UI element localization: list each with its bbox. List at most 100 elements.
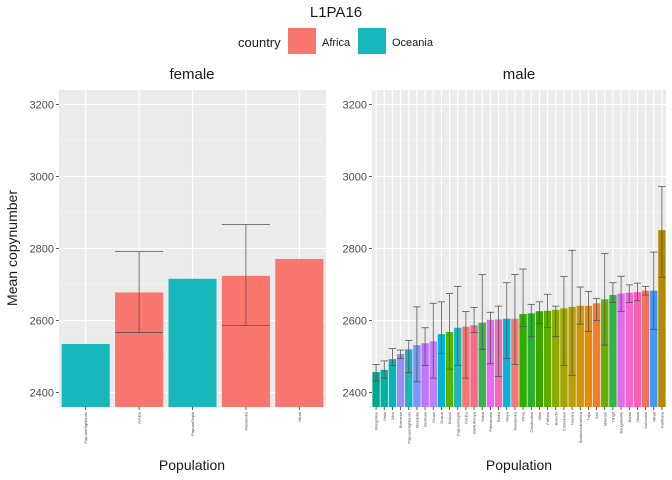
x-tick-label: Yoruba: [463, 411, 468, 424]
errorbar-male-Mala: [380, 360, 388, 379]
strip-label-male: male: [503, 66, 536, 83]
bar-male-Pima: [519, 314, 527, 407]
bar-male-Mbuti: [650, 290, 658, 407]
errorbar-male-Kalash: [445, 293, 454, 370]
x-tick-label: Bougainville: [619, 411, 624, 433]
bar-male-Balochi: [552, 309, 560, 407]
bar-male-Makrani: [601, 299, 609, 407]
x-tick-label: Palestinian: [488, 412, 493, 432]
bar-male-BantuKenya: [470, 325, 478, 407]
bar-male-Dusun: [437, 334, 446, 407]
legend-label-oceania: Oceania: [392, 37, 434, 49]
errorbar-male-Mandenka: [511, 274, 519, 365]
errorbar-male-Bedouin: [421, 327, 429, 366]
bar-male-Cambodian: [527, 313, 535, 407]
errorbar-male-Pima: [519, 268, 527, 328]
errorbar-male-Makrani: [601, 253, 609, 346]
errorbar-male-Bantu: [625, 284, 633, 303]
y-axis-title: Mean copynumber: [4, 190, 20, 306]
errorbar-female-Yoruba: [115, 250, 164, 333]
x-tick-label: PapuanSepik: [190, 412, 195, 436]
errorbar-male-PapuanHighlands: [405, 339, 413, 374]
x-tick-label: Bedouin: [423, 412, 428, 427]
chart-title: L1PA16: [310, 4, 362, 21]
x-tick-label: Yoruba: [137, 411, 142, 424]
errorbar-male-San: [592, 298, 601, 321]
y-tick-label: 3200: [343, 99, 367, 111]
errorbar-male-Yakut: [478, 274, 486, 350]
errorbar-male-Xibo: [388, 348, 397, 366]
x-tick-label: Mbuti: [297, 412, 302, 422]
bar-male-Karitiana: [658, 230, 666, 407]
strip-label-female: female: [169, 66, 214, 83]
x-tick-label: Cambodian: [529, 412, 534, 432]
x-tick-label: Pima: [521, 411, 526, 421]
legend-swatch-oceania: [358, 28, 386, 54]
bar-male-Xibo: [388, 359, 397, 407]
errorbar-male-Tujia: [584, 290, 593, 332]
x-axis-title-male: Population: [486, 457, 552, 473]
x-tick-label: Mozabite: [414, 411, 419, 428]
y-tick-label: 3000: [30, 171, 54, 183]
bar-male-Mala: [380, 369, 388, 407]
x-tick-label: Kalash: [447, 412, 452, 424]
x-tick-label: Yakut: [480, 411, 485, 422]
legend-label-africa: Africa: [322, 37, 351, 49]
errorbar-male-Druze: [429, 302, 437, 379]
y-tick-label: 2800: [343, 244, 367, 256]
errorbar-male-Yoruba: [462, 311, 470, 379]
errorbar-male-PapuanSepik: [454, 285, 462, 366]
x-tick-label: Hazara: [570, 411, 575, 425]
legend-title: country: [238, 35, 281, 50]
y-tick-label: 2400: [30, 388, 54, 400]
x-tick-label: Tlingit: [610, 411, 615, 423]
panel-female: female 2400 2600 2800 3000 3200 PapuanHighla…: [30, 66, 326, 473]
x-tick-label: Balochi: [553, 412, 558, 425]
y-tick-label: 3200: [30, 99, 54, 111]
y-tick-label: 2600: [30, 316, 54, 328]
x-tick-label: Burmese: [398, 411, 403, 428]
x-tick-label: San: [594, 412, 599, 419]
errorbar-male-Burmese: [396, 349, 405, 359]
bar-female-PapuanHighlands: [61, 343, 110, 407]
bar-male-Tlingit: [609, 294, 617, 407]
x-tick-label: Bantu: [627, 412, 632, 422]
bar-male-Masai: [633, 292, 642, 407]
bars-female: [61, 258, 324, 407]
y-tick-label: 3000: [343, 171, 367, 183]
x-tick-label: Tujia: [586, 411, 591, 420]
x-tick-label: Makrani: [602, 412, 607, 426]
errorbar-male-Colombian: [560, 276, 568, 366]
bar-male-Bedouin: [421, 343, 429, 407]
errorbar-male-Saharawi: [641, 285, 650, 296]
bar-male-PapuanHighlands: [405, 349, 413, 407]
x-tick-label: Karitiana: [659, 411, 664, 428]
y-tick-label: 2400: [343, 388, 367, 400]
y-tick-label: 2600: [343, 316, 367, 328]
errorbar-male-Karitiana: [658, 186, 666, 278]
errorbar-male-Balochi: [552, 305, 560, 338]
errorbar-male-Bougainville: [617, 275, 625, 312]
bar-male-Tujia: [584, 305, 593, 407]
x-tick-label: PapuanHighlands: [83, 412, 88, 444]
panel-male: male 2400 2600 2800 3000 3200 Mongolian Mala X…: [343, 66, 666, 473]
bar-male-BantuSouthAfrica: [576, 305, 584, 407]
errorbar-male-Biaka: [494, 305, 503, 377]
x-axis-female: PapuanHighlands Yoruba PapuanSepik Mandenka…: [83, 407, 302, 444]
legend: country Africa Oceania: [238, 28, 434, 54]
bar-female-PapuanSepik: [168, 278, 217, 407]
bar-male-Bougainville: [617, 293, 625, 407]
x-tick-label: Mandenka: [243, 411, 248, 430]
bar-male-Burmese: [396, 354, 405, 407]
x-axis-male: Mongolian Mala Xibo Burmese PapuanHighlands M…: [374, 407, 664, 444]
x-tick-label: PapuanSepik: [455, 412, 460, 436]
errorbar-male-Palestinian: [486, 311, 495, 365]
errorbar-female-Mandenka: [221, 223, 270, 326]
errorbar-male-Mixe: [535, 301, 544, 325]
x-axis-title-female: Population: [159, 457, 225, 473]
errorbar-male-Dusun: [437, 301, 446, 355]
x-tick-label: Xibo: [390, 411, 395, 420]
x-tick-label: Mixe: [537, 411, 542, 420]
errorbar-male-Maya: [503, 282, 511, 359]
